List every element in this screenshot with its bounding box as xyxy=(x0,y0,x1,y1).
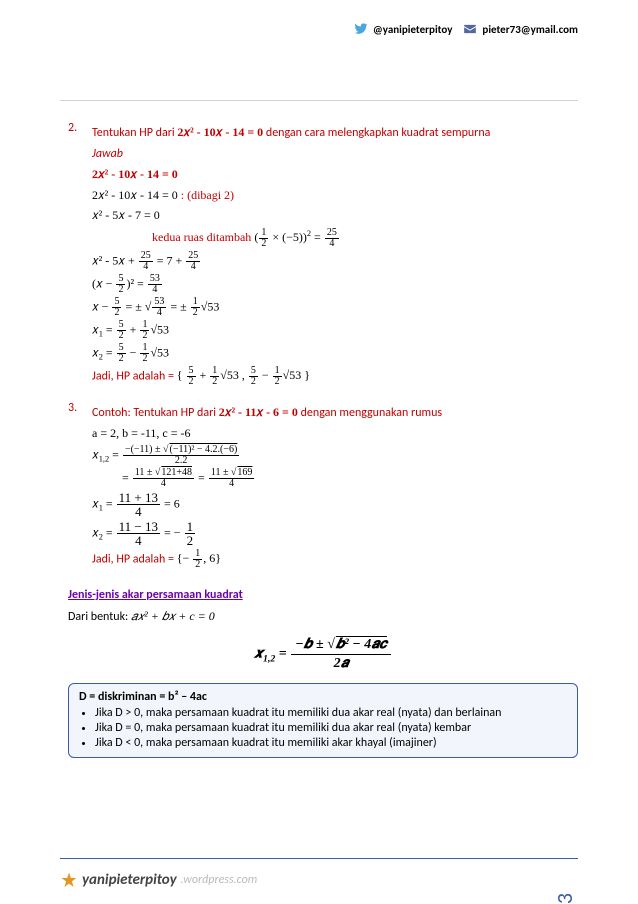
form-eq: 𝑎𝑥² + 𝑏𝑥 + c = 0 xyxy=(131,609,215,623)
footer: yanipieterpitoy.wordpress.com 3 xyxy=(60,862,578,889)
section-title: Jenis-jenis akar persamaan kuadrat xyxy=(68,586,578,605)
prompt-post: dengan menggunakan rumus xyxy=(298,406,442,420)
footer-divider xyxy=(60,858,578,859)
problem-number: 2. xyxy=(68,121,92,389)
problem-2: 2. Tentukan HP dari 2𝑥² - 10𝑥 - 14 = 0 d… xyxy=(68,121,578,389)
step1: 𝑥1,2 = −(−11) ± √(−11)² − 4.2.(−6)2.2 xyxy=(92,445,578,466)
prompt-pre: Contoh: Tentukan HP dari xyxy=(92,406,219,420)
mid-math: (12 × (−5))2 = 254 xyxy=(254,230,340,244)
box-title: D = diskriminan = b² – 4ac xyxy=(79,690,567,704)
prompt-eq: 2𝑥² - 11𝑥 - 6 = 0 xyxy=(219,405,298,419)
problem-body: Tentukan HP dari 2𝑥² - 10𝑥 - 14 = 0 deng… xyxy=(92,121,578,389)
step3: 𝑥1 = 11 + 134 = 6 xyxy=(92,491,578,518)
prompt: Contoh: Tentukan HP dari 2𝑥² - 11𝑥 - 6 =… xyxy=(92,403,578,423)
logo-sub: .wordpress.com xyxy=(181,873,258,887)
prompt-eq: 2𝑥² - 10𝑥 - 14 = 0 xyxy=(177,125,263,139)
box-bullet-1: Jika D > 0, maka persamaan kuadrat itu m… xyxy=(95,706,567,720)
eq-l1: 2𝑥² - 10𝑥 - 14 = 0 xyxy=(92,165,578,184)
eq-l3: 𝑥² - 5𝑥 - 7 = 0 xyxy=(92,206,578,225)
eq-l4: 𝑥² - 5𝑥 + 254 = 7 + 254 xyxy=(92,251,578,272)
eq-mid: kedua ruas ditambah (12 × (−5))2 = 254 xyxy=(92,227,578,249)
problem-number: 3. xyxy=(68,401,92,572)
ans-set: { 52 + 12√53 , 52 − 12√53 } xyxy=(177,368,310,382)
page-number: 3 xyxy=(551,889,578,904)
ans-set: {− 12, 6} xyxy=(177,551,221,565)
step4: 𝑥2 = 11 − 134 = − 12 xyxy=(92,520,578,547)
eq-l6: 𝑥 − 52 = ± √534 = ± 12√53 xyxy=(92,297,578,318)
box-bullet-3: Jika D < 0, maka persamaan kuadrat itu m… xyxy=(95,736,567,750)
eq-l2b: : (dibagi 2) xyxy=(181,188,234,202)
email-icon xyxy=(462,22,478,36)
given: a = 2, b = -11, c = -6 xyxy=(92,424,578,443)
page: @yanipieterpitoy pieter73@ymail.com 2. T… xyxy=(0,0,638,903)
eq-l2a: 2𝑥² - 10𝑥 - 14 = 0 xyxy=(92,188,181,202)
email-text: pieter73@ymail.com xyxy=(482,23,578,36)
quadratic-formula: 𝒙1,2 = −𝒃 ± √𝒃² − 4𝒂𝒄2𝒂 xyxy=(68,636,578,673)
answer-3: Jadi, HP adalah = {− 12, 6} xyxy=(92,549,578,570)
problem-body: Contoh: Tentukan HP dari 2𝑥² - 11𝑥 - 6 =… xyxy=(92,401,578,572)
form-pre: Dari bentuk: xyxy=(68,610,131,624)
form-line: Dari bentuk: 𝑎𝑥² + 𝑏𝑥 + c = 0 xyxy=(68,607,578,627)
eq-l7: 𝑥1 = 52 + 12√53 xyxy=(92,320,578,341)
section: Jenis-jenis akar persamaan kuadrat Dari … xyxy=(68,586,578,758)
ans-pre: Jadi, HP adalah = xyxy=(92,552,177,566)
step2: = 11 ± √121+484 = 11 ± √1694 xyxy=(92,468,578,489)
twitter-handle: @yanipieterpitoy xyxy=(373,23,453,36)
jawab-label: Jawab xyxy=(92,145,578,164)
ans-pre: Jadi, HP adalah = xyxy=(92,369,177,383)
header-right: @yanipieterpitoy pieter73@ymail.com xyxy=(353,22,578,36)
problem-list: 2. Tentukan HP dari 2𝑥² - 10𝑥 - 14 = 0 d… xyxy=(68,121,578,572)
twitter-icon xyxy=(353,22,369,36)
discriminant-box: D = diskriminan = b² – 4ac Jika D > 0, m… xyxy=(68,683,578,758)
eq-l2: 2𝑥² - 10𝑥 - 14 = 0 : (dibagi 2) xyxy=(92,186,578,205)
header-divider xyxy=(60,100,578,101)
prompt-post: dengan cara melengkapkan kuadrat sempurn… xyxy=(263,126,490,140)
prompt-pre: Tentukan HP dari xyxy=(92,126,177,140)
footer-logo: yanipieterpitoy .wordpress.com xyxy=(60,871,257,889)
answer-2: Jadi, HP adalah = { 52 + 12√53 , 52 − 12… xyxy=(92,366,578,387)
eq-l8: 𝑥2 = 52 − 12√53 xyxy=(92,343,578,364)
box-bullet-2: Jika D = 0, maka persamaan kuadrat itu m… xyxy=(95,721,567,735)
problem-3: 3. Contoh: Tentukan HP dari 2𝑥² - 11𝑥 - … xyxy=(68,401,578,572)
prompt: Tentukan HP dari 2𝑥² - 10𝑥 - 14 = 0 deng… xyxy=(92,123,578,143)
eq-l5: (𝑥 − 52)² = 534 xyxy=(92,274,578,295)
star-icon xyxy=(60,871,78,889)
logo-main: yanipieterpitoy xyxy=(82,871,177,889)
mid-text: kedua ruas ditambah xyxy=(152,230,254,244)
